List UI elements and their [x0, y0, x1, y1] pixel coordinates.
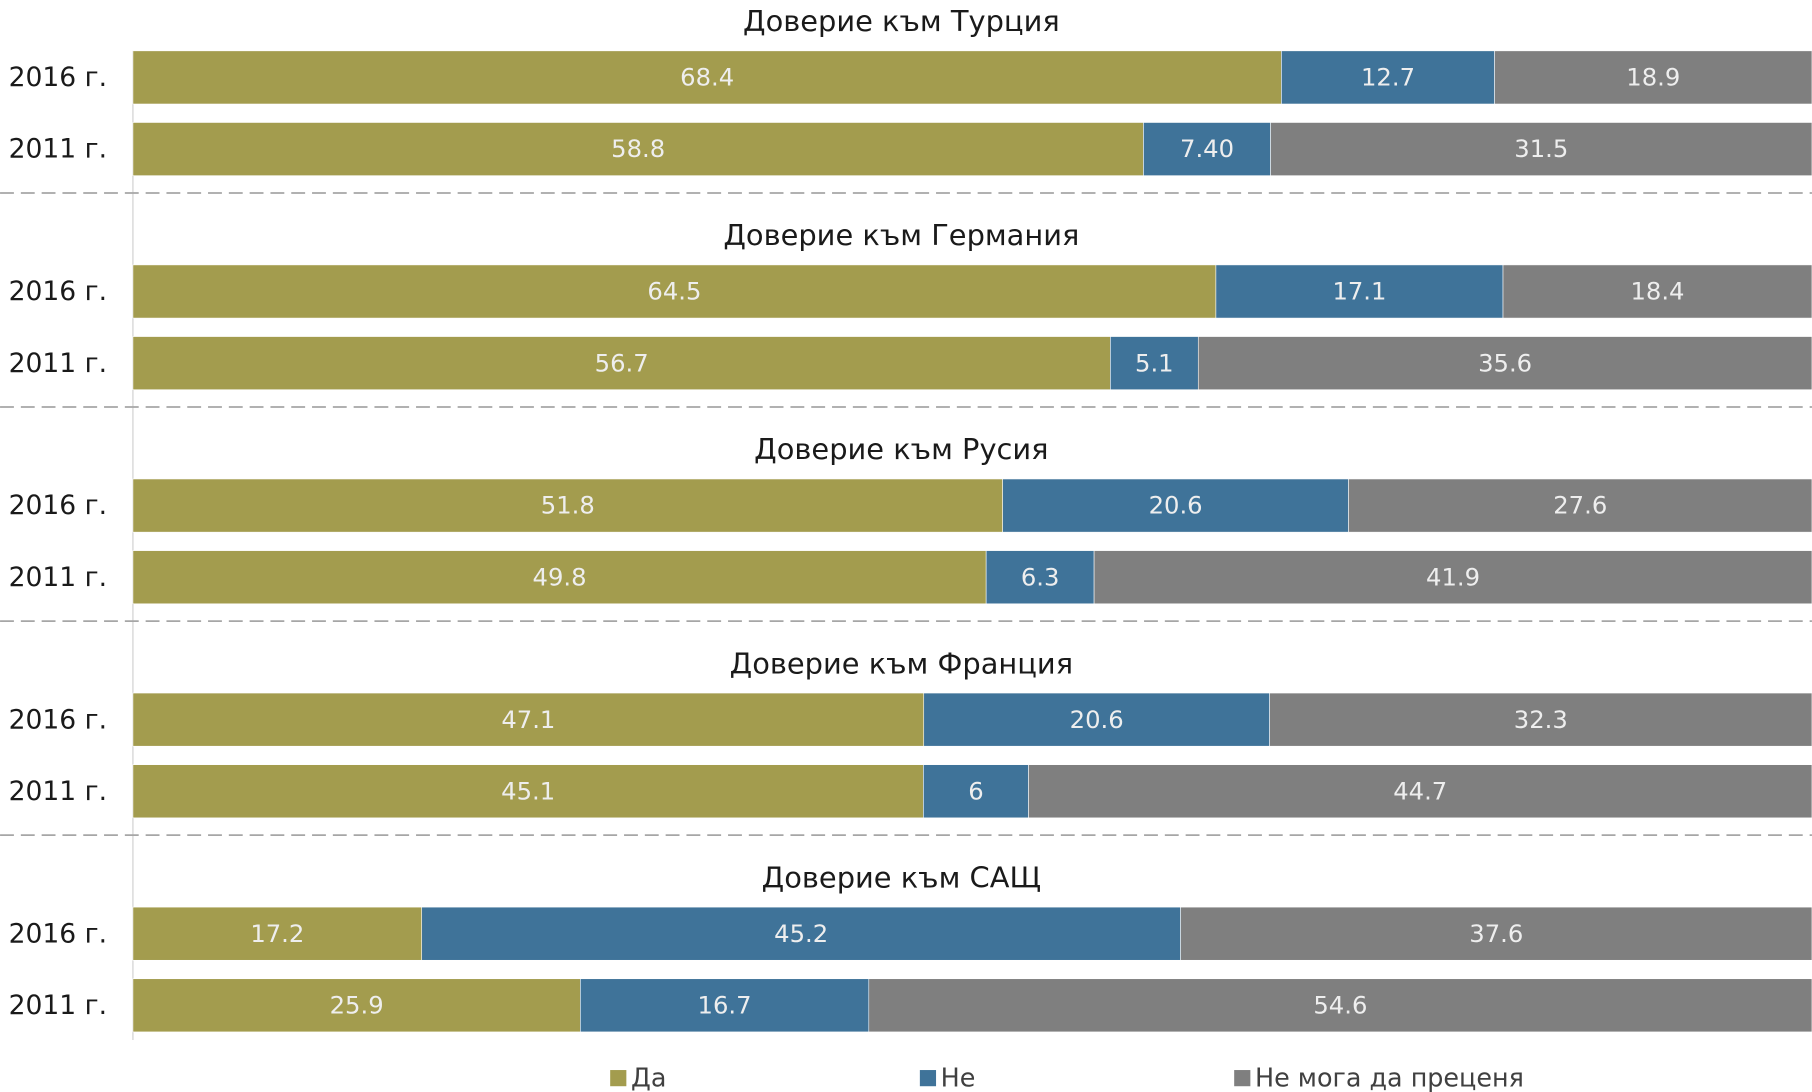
bar-segment	[132, 478, 1003, 533]
y-tick-label: 2016 г.	[9, 918, 107, 949]
y-tick-label: 2011 г.	[9, 776, 107, 807]
bar-segment	[132, 764, 924, 819]
bar-segment	[421, 906, 1181, 961]
data-label: 58.8	[611, 134, 665, 163]
data-label: 16.7	[698, 990, 752, 1019]
data-label: 56.7	[595, 348, 649, 377]
bar-segment	[1002, 478, 1349, 533]
bar-segment	[132, 906, 423, 961]
data-label: 64.5	[647, 277, 701, 306]
group-title: Доверие към Турция	[743, 4, 1060, 38]
data-label: 17.2	[250, 919, 304, 948]
legend-swatch	[1234, 1070, 1251, 1087]
y-tick-label: 2016 г.	[9, 62, 107, 93]
data-label: 20.6	[1149, 491, 1203, 520]
data-label: 49.8	[533, 562, 587, 591]
bar-segment	[923, 692, 1270, 747]
data-label: 68.4	[680, 63, 734, 92]
bar-segment	[132, 550, 987, 605]
data-label: 45.1	[501, 776, 555, 805]
bar-segment	[1269, 692, 1812, 747]
data-label: 51.8	[541, 491, 595, 520]
legend-label: Не	[941, 1062, 976, 1092]
group-title: Доверие към Франция	[730, 646, 1073, 680]
bar-segment	[132, 264, 1217, 319]
data-label: 54.6	[1313, 990, 1367, 1019]
data-label: 25.9	[330, 990, 384, 1019]
y-tick-label: 2011 г.	[9, 348, 107, 379]
y-tick-label: 2011 г.	[9, 562, 107, 593]
bar-segment	[1197, 336, 1812, 390]
y-tick-label: 2016 г.	[9, 704, 107, 735]
y-tick-label: 2011 г.	[9, 134, 107, 165]
data-label: 44.7	[1393, 776, 1447, 805]
data-label: 18.9	[1626, 63, 1680, 92]
data-label: 6.3	[1021, 562, 1060, 591]
data-label: 27.6	[1553, 491, 1607, 520]
y-tick-label: 2016 г.	[9, 490, 107, 521]
data-label: 17.1	[1332, 277, 1386, 306]
data-label: 7.40	[1180, 134, 1234, 163]
bar-segment	[132, 122, 1144, 176]
data-label: 47.1	[501, 705, 555, 734]
bar-segment	[923, 764, 1029, 819]
y-tick-label: 2011 г.	[9, 990, 107, 1021]
legend-label: Не мога да преценя	[1255, 1062, 1524, 1092]
group-title: Доверие към САЩ	[762, 860, 1041, 894]
bar-segment	[132, 692, 925, 747]
y-tick-label: 2016 г.	[9, 276, 107, 307]
bar-segment	[1180, 906, 1812, 961]
data-label: 35.6	[1478, 348, 1532, 377]
legend-swatch	[919, 1070, 937, 1087]
data-label: 5.1	[1135, 348, 1174, 377]
bar-segment	[132, 50, 1282, 105]
bar-segment	[132, 978, 581, 1033]
data-label: 12.7	[1361, 63, 1415, 92]
data-label: 6	[968, 776, 983, 805]
data-label: 18.4	[1630, 277, 1684, 306]
bar-segment	[1110, 336, 1199, 390]
bar-segment	[985, 550, 1095, 605]
bar-segment	[1270, 122, 1812, 176]
group-title: Доверие към Германия	[723, 218, 1079, 252]
group-title: Доверие към Русия	[754, 432, 1048, 466]
data-label: 37.6	[1469, 919, 1523, 948]
bar-segment	[1281, 50, 1495, 105]
data-label: 20.6	[1070, 705, 1124, 734]
bar-segment	[1215, 264, 1504, 319]
data-label: 31.5	[1514, 134, 1568, 163]
legend-label: Да	[631, 1062, 666, 1092]
bar-segment	[1093, 550, 1812, 605]
legend-swatch	[610, 1070, 627, 1087]
bar-segment	[1348, 478, 1812, 533]
bar-segment	[1494, 50, 1812, 105]
bar-segment	[1028, 764, 1812, 819]
bar-segment	[868, 978, 1812, 1033]
data-label: 32.3	[1514, 705, 1568, 734]
bar-segment	[1502, 264, 1812, 319]
data-label: 41.9	[1426, 562, 1480, 591]
data-label: 45.2	[774, 919, 828, 948]
bar-segment	[132, 336, 1111, 390]
bar-segment	[580, 978, 870, 1033]
